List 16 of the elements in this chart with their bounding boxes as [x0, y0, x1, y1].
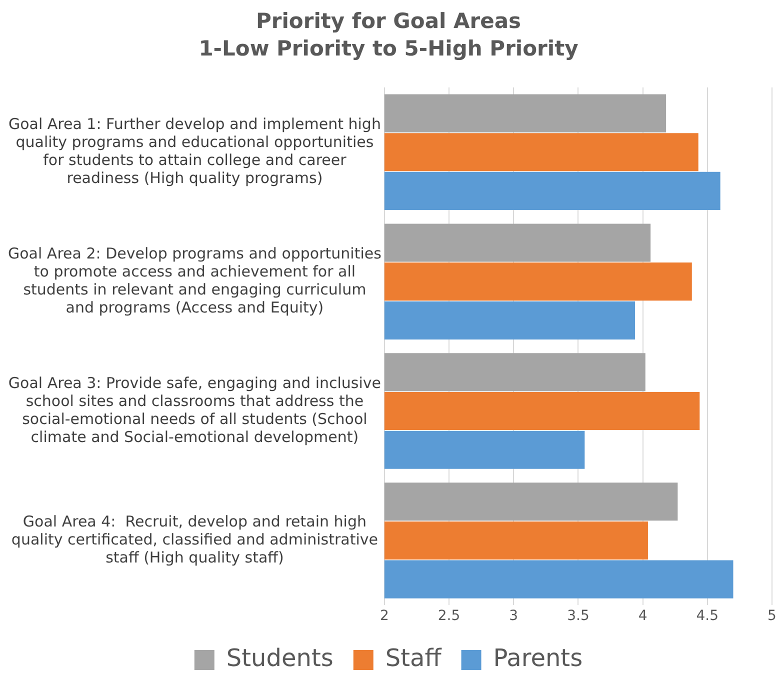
x-tick-label: 3.5 — [567, 608, 590, 624]
y-tick-label: Goal Area 1: Further develop and implement high quality programs and educational opportunities for students to attain college and career readiness (High quality programs) — [8, 115, 381, 188]
x-tick-label: 4 — [638, 608, 648, 624]
x-tick-label: 3 — [509, 608, 518, 624]
legend-label: Students — [226, 644, 334, 672]
y-tick-label: Goal Area 3: Provide safe, engaging and inclusive school sites and classrooms that address the social-emotional needs of all students (School climate and Social-emotional development) — [8, 374, 382, 446]
y-tick-label: Goal Area 2: Develop programs and opportunities to promote access and achievement for all students in relevant and engaging curriculum and programs (Access and Equity) — [8, 244, 382, 316]
legend-label: Parents — [493, 644, 583, 672]
x-tick-label: 2.5 — [438, 608, 460, 624]
x-tick-label: 2 — [380, 608, 389, 624]
x-tick-label: 4.5 — [696, 608, 719, 624]
chart-subtitle: 1-Low Priority to 5-High Priority — [198, 36, 579, 60]
chart-title: Priority for Goal Areas — [256, 9, 522, 34]
y-tick-label: Goal Area 4: Recruit, develop and retain high quality certificated, classified and administrative staff (High quality staff) — [11, 512, 378, 566]
legend-label: Staff — [385, 644, 442, 672]
x-tick-label: 5 — [768, 608, 776, 624]
